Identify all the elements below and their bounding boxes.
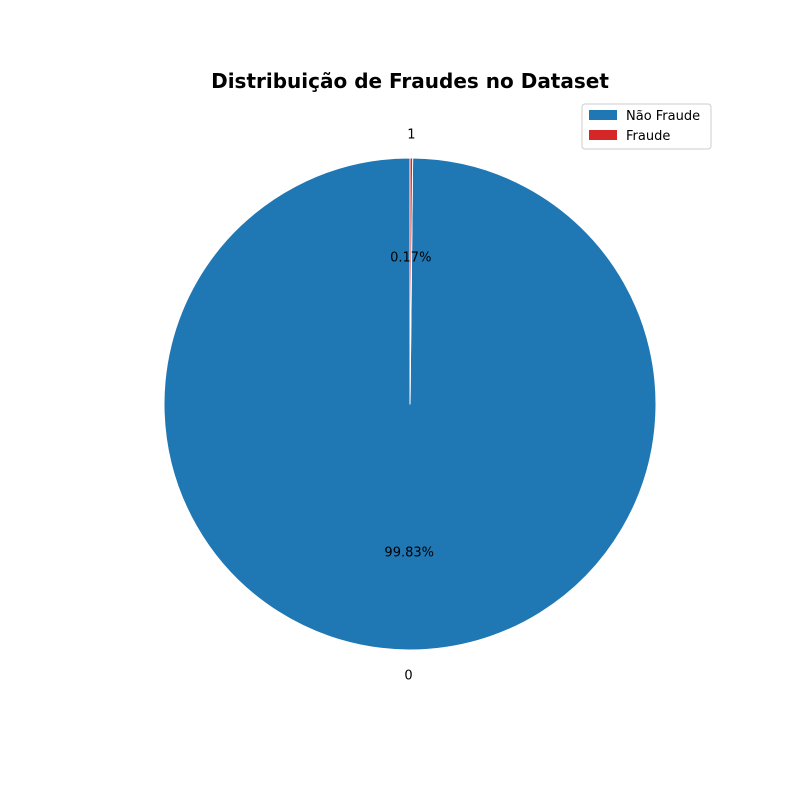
slice-label-0: 0: [404, 669, 412, 684]
chart-title: Distribuição de Fraudes no Dataset: [211, 69, 609, 93]
pie-slice-1: [409, 157, 414, 405]
pct-label-0: 99.83%: [384, 546, 434, 561]
legend: Não Fraude Fraude: [581, 103, 712, 150]
pie-slices: [163, 157, 657, 651]
legend-swatch-0: [589, 110, 617, 120]
legend-label-1: Fraude: [626, 129, 670, 144]
legend-label-0: Não Fraude: [626, 109, 700, 124]
pct-label-1: 0.17%: [390, 250, 431, 265]
slice-label-1: 1: [407, 127, 415, 142]
legend-swatch-1: [589, 130, 617, 140]
pie-labels: 99.83% 0 0.17% 1: [384, 127, 434, 683]
